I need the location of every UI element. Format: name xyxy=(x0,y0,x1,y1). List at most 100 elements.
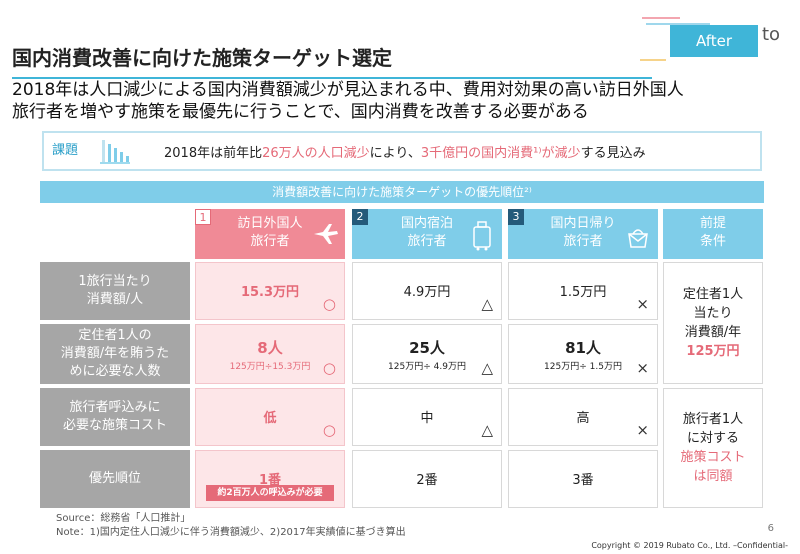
circle-mark: ○ xyxy=(322,295,336,313)
premise-annual-spend: 定住者1人 当たり 消費額/年 125万円 xyxy=(663,262,763,384)
triangle-mark: △ xyxy=(481,421,493,439)
cell-count-inbound: 8人 125万円÷15.3万円 ○ xyxy=(195,324,345,384)
column-header-premise: 前提 条件 xyxy=(663,209,763,259)
cell-formula: 125万円÷ 1.5万円 xyxy=(544,362,622,372)
after-badge: After xyxy=(670,25,758,57)
after-suffix: to xyxy=(762,24,781,45)
cross-mark: × xyxy=(636,295,649,313)
cell-value: 中 xyxy=(420,411,434,426)
suitcase-icon xyxy=(473,221,491,251)
row-header-spend: 1旅行当たり 消費額/人 xyxy=(40,262,190,320)
cell-count-stay: 25人 125万円÷ 4.9万円 △ xyxy=(352,324,502,384)
triangle-mark: △ xyxy=(481,359,493,377)
issue-text-highlight-consumption: 3千億円の国内消費 xyxy=(420,146,534,161)
row-label-line1: 優先順位 xyxy=(88,471,141,486)
premise-highlight: 施策コスト xyxy=(680,450,746,465)
column-label: 訪日外国人 旅行者 xyxy=(195,215,345,251)
airplane-icon xyxy=(314,224,338,244)
cell-value: 15.3万円 xyxy=(240,285,300,300)
cell-spend-stay: 4.9万円 △ xyxy=(352,262,502,320)
column-number: 3 xyxy=(508,209,524,225)
source-notes: Source：総務省「人口推計」 Note：1)国内定住人口減少に伴う消費額減少… xyxy=(56,512,406,540)
circle-mark: ○ xyxy=(322,359,336,377)
column-label-line2: 旅行者 xyxy=(407,234,447,249)
issue-tag: 課題 xyxy=(52,143,79,158)
cell-value: 8人 xyxy=(257,339,283,357)
cell-value: 2番 xyxy=(416,473,438,488)
copyright: Copyright © 2019 Rubato Co., Ltd. –Confi… xyxy=(591,541,788,550)
priority-band: 消費額改善に向けた施策ターゲットの優先順位²⁾ xyxy=(40,181,764,203)
column-label-line1: 国内宿泊 xyxy=(400,216,453,231)
premise-line: 定住者1人 xyxy=(682,287,744,302)
cell-spend-inbound: 15.3万円 ○ xyxy=(195,262,345,320)
brand-lines-decoration xyxy=(640,17,710,61)
row-header-cost: 旅行者呼込みに 必要な施策コスト xyxy=(40,388,190,446)
column-label-line1: 前提 xyxy=(699,216,726,231)
handbag-icon xyxy=(628,229,648,248)
issue-box: 課題 2018年は前年比26万人の人口減少により、3千億円の国内消費¹⁾が減少す… xyxy=(42,131,762,171)
source-text: Source：総務省「人口推計」 xyxy=(56,513,191,524)
cell-value: 低 xyxy=(263,411,277,426)
cell-priority-inbound: 1番 約2百万人の呼込みが必要 xyxy=(195,450,345,508)
row-label-line1: 旅行者呼込みに xyxy=(69,400,161,415)
row-label-line2: 消費額/人 xyxy=(86,292,144,307)
column-label-line1: 国内日帰り xyxy=(550,216,616,231)
row-header-priority: 優先順位 xyxy=(40,450,190,508)
slide-title: 国内消費改善に向けた施策ターゲット選定 xyxy=(12,42,652,79)
row-label-line2: 必要な施策コスト xyxy=(62,418,167,433)
issue-text-decrease: ¹⁾が減少 xyxy=(533,146,581,161)
cell-value: 4.9万円 xyxy=(403,285,451,300)
cell-value: 1番 xyxy=(258,473,282,488)
column-label-line2: 旅行者 xyxy=(563,234,603,249)
cell-formula: 125万円÷ 4.9万円 xyxy=(388,362,466,372)
lead-line-1: 2018年は人口減少による国内消費額減少が見込まれる中、費用対効果の高い訪日外国… xyxy=(12,80,684,100)
row-header-required-count: 定住者1人の消費額/年を賄うた めに必要な人数 xyxy=(40,324,190,384)
cell-priority-daytrip: 3番 xyxy=(508,450,658,508)
premise-value: 125万円 xyxy=(686,344,740,359)
cell-value: 81人 xyxy=(565,339,601,357)
cell-cost-inbound: 低 ○ xyxy=(195,388,345,446)
cell-value: 3番 xyxy=(572,473,594,488)
circle-mark: ○ xyxy=(322,421,336,439)
note-text: Note：1)国内定住人口減少に伴う消費額減少、2)2017年実績値に基づき算出 xyxy=(56,527,406,538)
row-label-line1: 1旅行当たり xyxy=(78,274,152,289)
premise-line: 消費額/年 xyxy=(684,325,742,340)
premise-cost: 旅行者1人 に対する 施策コスト は同額 xyxy=(663,388,763,508)
lead-line-2: 旅行者を増やす施策を最優先に行うことで、国内消費を改善する必要がある xyxy=(12,102,589,122)
issue-text-c: により、 xyxy=(369,146,421,161)
cell-formula: 125万円÷15.3万円 xyxy=(229,362,311,372)
column-label: 前提 条件 xyxy=(663,215,763,251)
column-header-domestic-daytrip: 3 国内日帰り 旅行者 xyxy=(508,209,658,259)
column-label-line2: 条件 xyxy=(699,234,726,249)
issue-text: 2018年は前年比26万人の人口減少により、3千億円の国内消費¹⁾が減少する見込… xyxy=(164,142,646,161)
issue-text-highlight-population: 26万人の人口減少 xyxy=(262,146,370,161)
lead-text: 2018年は人口減少による国内消費額減少が見込まれる中、費用対効果の高い訪日外国… xyxy=(12,79,792,123)
premise-line: 当たり xyxy=(693,306,733,321)
cell-priority-stay: 2番 xyxy=(352,450,502,508)
cell-value: 1.5万円 xyxy=(559,285,607,300)
row-label-line3: めに必要な人数 xyxy=(69,364,161,379)
row-label-line1: 定住者1人の xyxy=(78,328,152,343)
bar-chart-icon xyxy=(100,140,130,164)
row-label-line2: 消費額/年を賄うた xyxy=(60,346,170,361)
cell-value: 25人 xyxy=(409,339,445,357)
column-number: 1 xyxy=(195,209,211,225)
triangle-mark: △ xyxy=(481,295,493,313)
cell-count-daytrip: 81人 125万円÷ 1.5万円 × xyxy=(508,324,658,384)
cell-cost-daytrip: 高 × xyxy=(508,388,658,446)
premise-line: 旅行者1人 xyxy=(682,412,744,427)
column-label: 国内宿泊 旅行者 xyxy=(352,215,502,251)
column-header-domestic-stay: 2 国内宿泊 旅行者 xyxy=(352,209,502,259)
column-label-line2: 旅行者 xyxy=(250,234,290,249)
premise-line: に対する xyxy=(686,431,739,446)
issue-text-a: 2018年は前年比 xyxy=(164,146,263,161)
cell-cost-stay: 中 △ xyxy=(352,388,502,446)
cross-mark: × xyxy=(636,421,649,439)
cell-spend-daytrip: 1.5万円 × xyxy=(508,262,658,320)
column-header-inbound: 1 訪日外国人 旅行者 xyxy=(195,209,345,259)
issue-text-f: する見込み xyxy=(580,146,646,161)
column-number: 2 xyxy=(352,209,368,225)
required-visitors-note: 約2百万人の呼込みが必要 xyxy=(206,485,334,501)
cell-value: 高 xyxy=(576,411,590,426)
cross-mark: × xyxy=(636,359,649,377)
